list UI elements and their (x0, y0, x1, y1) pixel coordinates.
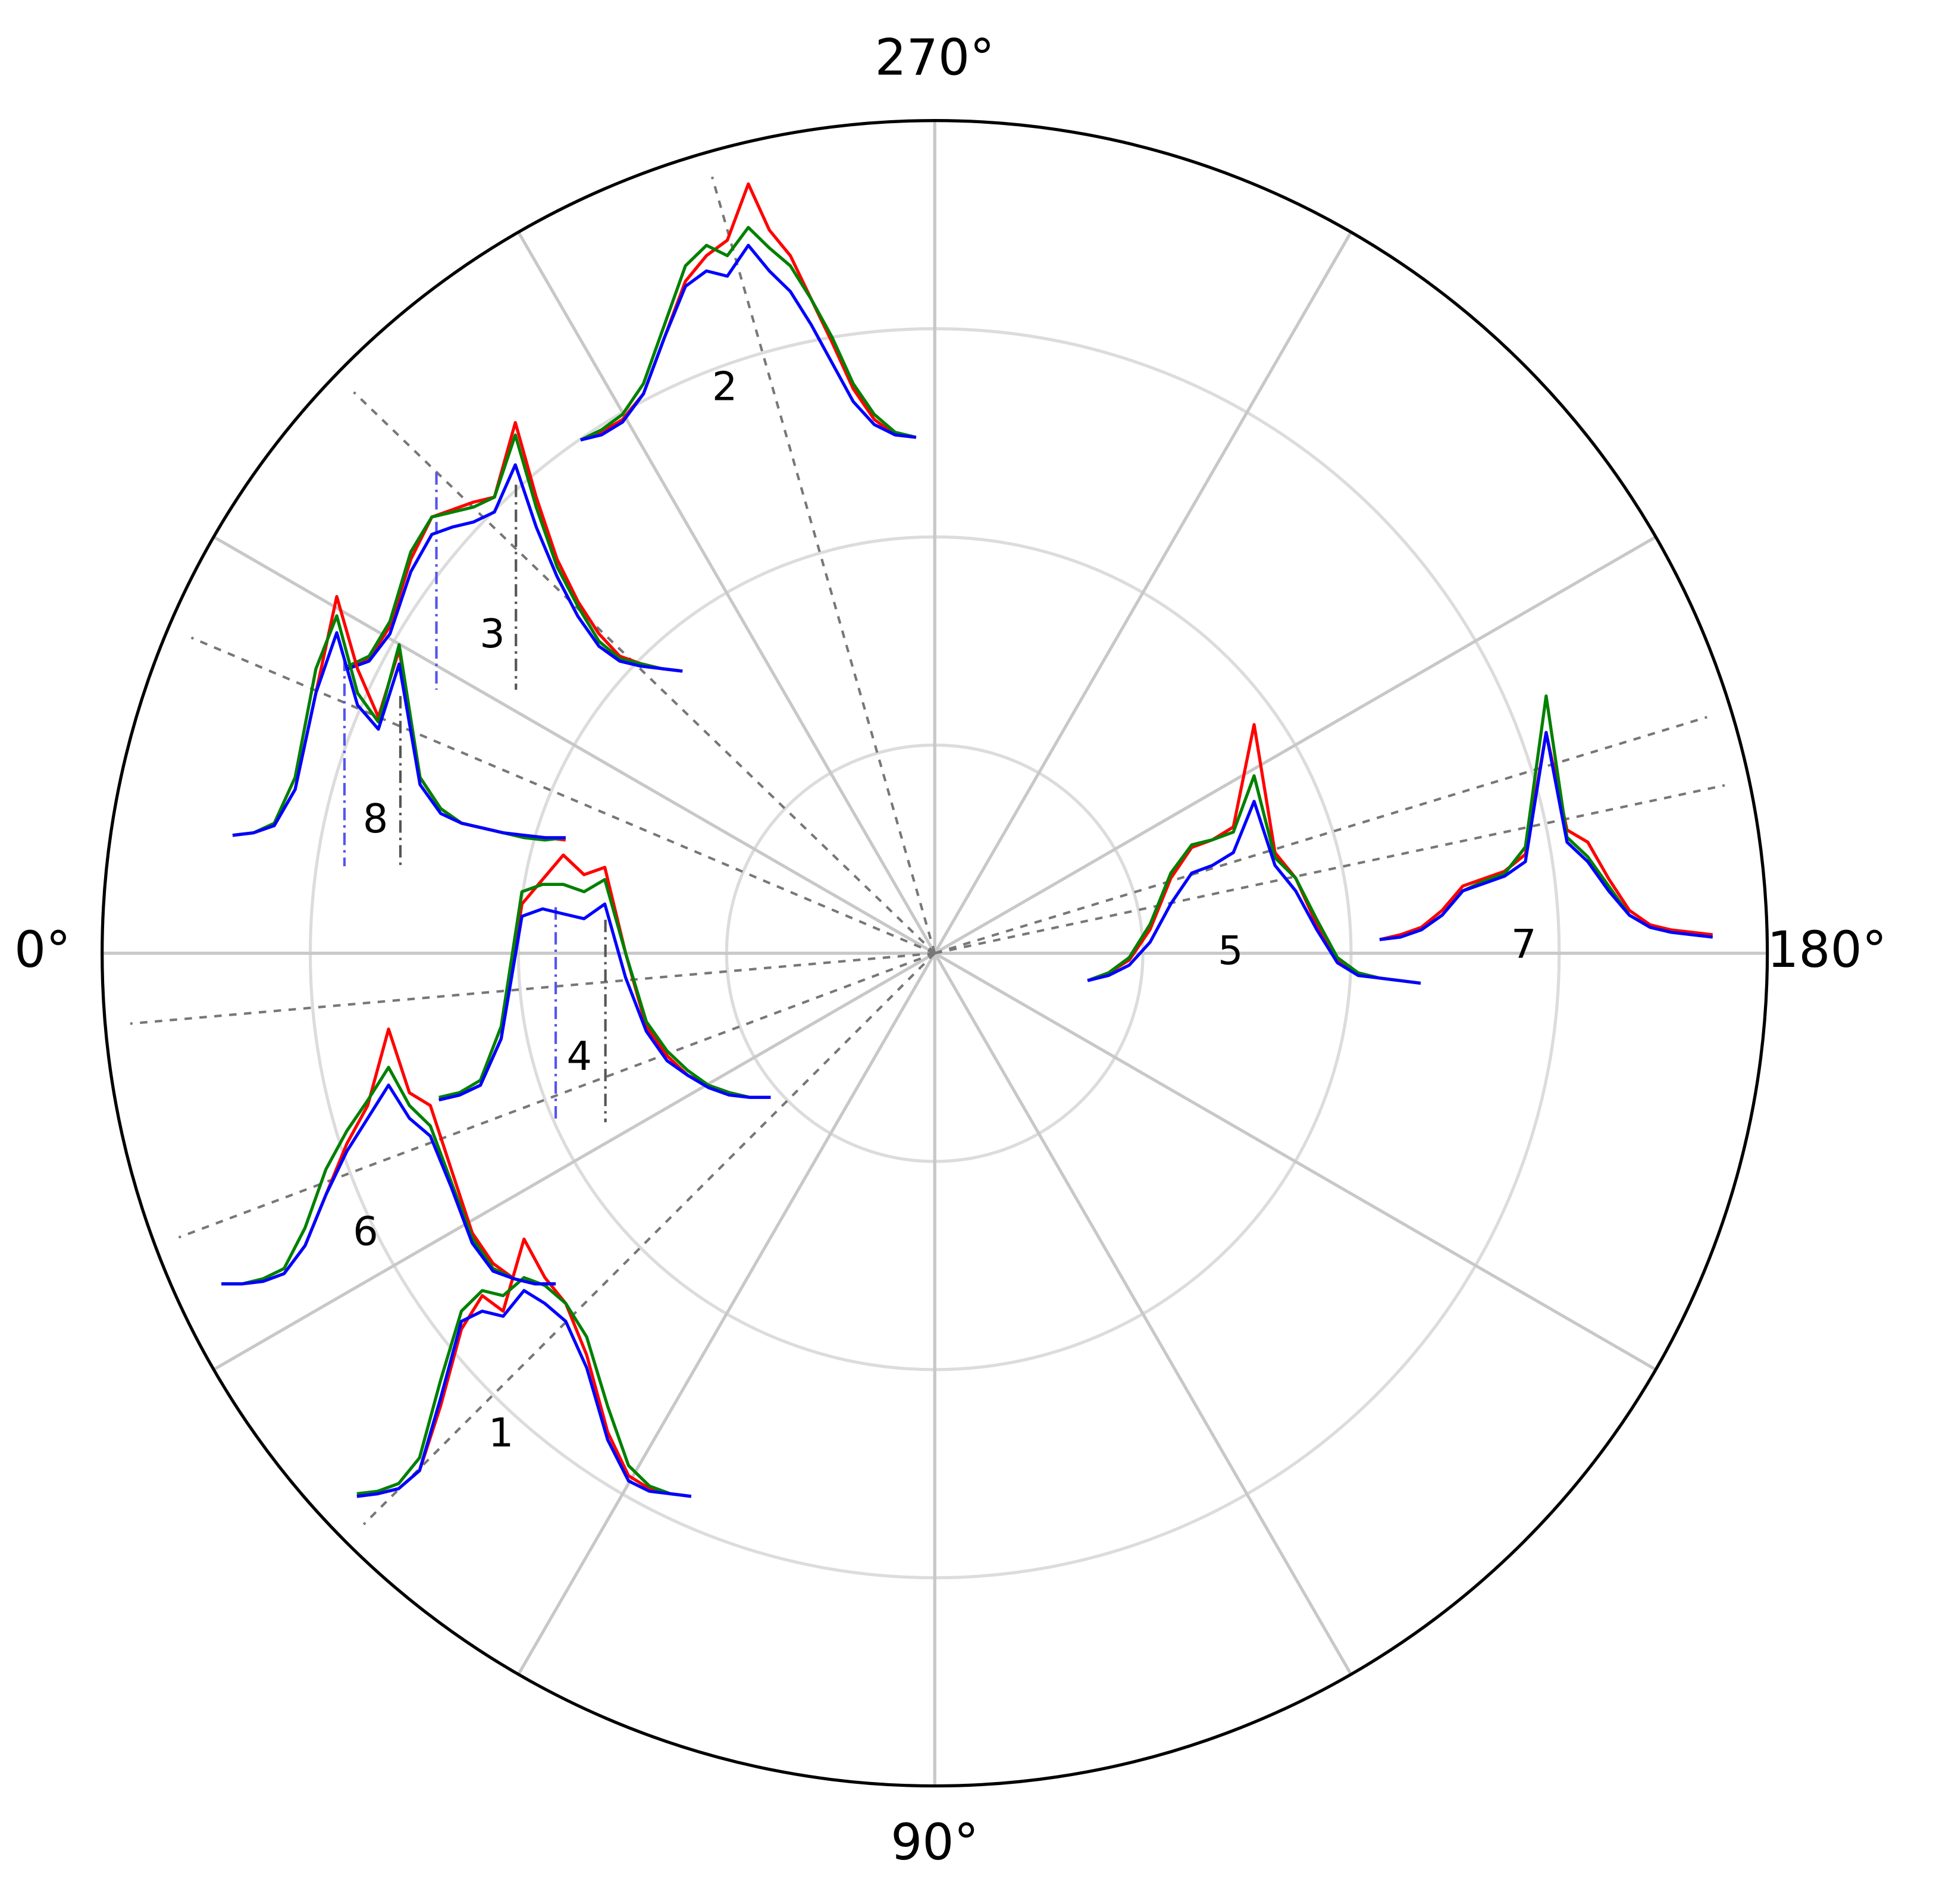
spectrum-line (347, 421, 683, 673)
inset-label: 8 (363, 796, 388, 842)
inset-direction (710, 176, 936, 954)
spectrum-line (221, 1066, 556, 1286)
theta-tick-label: 270° (875, 28, 995, 86)
guide-lines (130, 176, 1725, 1526)
inset-label: 7 (1511, 921, 1537, 967)
grid-spoke (517, 231, 936, 954)
theta-tick-label: 180° (1767, 920, 1887, 979)
spectrum-line (438, 902, 771, 1102)
spectrum-line (580, 243, 917, 441)
inset-label: 2 (712, 363, 738, 409)
spectrum-line (221, 1083, 556, 1286)
inset-direction (362, 952, 936, 1526)
inset: 1 (356, 1237, 692, 1498)
spectrum-line (232, 631, 566, 840)
spectrum-line (1087, 774, 1421, 985)
inset: 2 (579, 182, 917, 441)
inset-label: 5 (1218, 928, 1243, 974)
inset: 8 (232, 595, 566, 842)
inset: 7 (1379, 694, 1713, 967)
grid-spoke (933, 951, 1657, 1371)
inset-direction (934, 784, 1725, 955)
inset-label: 3 (480, 610, 505, 657)
inset: 4 (438, 853, 771, 1102)
inset-direction (934, 716, 1707, 955)
inset-direction (130, 952, 935, 1025)
inset-direction (178, 952, 935, 1239)
grid-spoke (517, 952, 936, 1676)
inset: 6 (221, 1027, 556, 1286)
theta-tick-label: 90° (891, 1813, 979, 1871)
polar-grid (102, 120, 1768, 1786)
inset: 5 (1087, 723, 1421, 985)
grid-spoke (933, 952, 1353, 1676)
grid-spoke (212, 951, 936, 1371)
inset-direction (190, 636, 935, 955)
grid-spoke (933, 231, 1353, 954)
insets: 1 2 3 4 5 6 7 8 (221, 182, 1713, 1498)
spectrum-line (356, 1276, 692, 1498)
spectrum-line (1379, 731, 1713, 941)
inset-markers (343, 472, 607, 1123)
spectrum-line (1087, 800, 1421, 985)
spectrum-line (356, 1289, 692, 1498)
frame: 0° 90° 180° 270° (14, 28, 1887, 1871)
inset-label: 6 (353, 1208, 378, 1255)
spectrum-line (347, 433, 683, 673)
spectrum-line (347, 463, 683, 673)
inset-label: 1 (488, 1410, 514, 1456)
spectrum-line (438, 878, 771, 1099)
outer-circle (101, 119, 1769, 1788)
inset: 3 (347, 421, 683, 673)
inset-direction (353, 391, 936, 954)
spectrum-line (579, 226, 917, 441)
inset-label: 4 (567, 1033, 593, 1079)
spectrum-line (1379, 731, 1713, 941)
theta-tick-label: 0° (14, 920, 71, 979)
grid-spoke (933, 536, 1657, 955)
